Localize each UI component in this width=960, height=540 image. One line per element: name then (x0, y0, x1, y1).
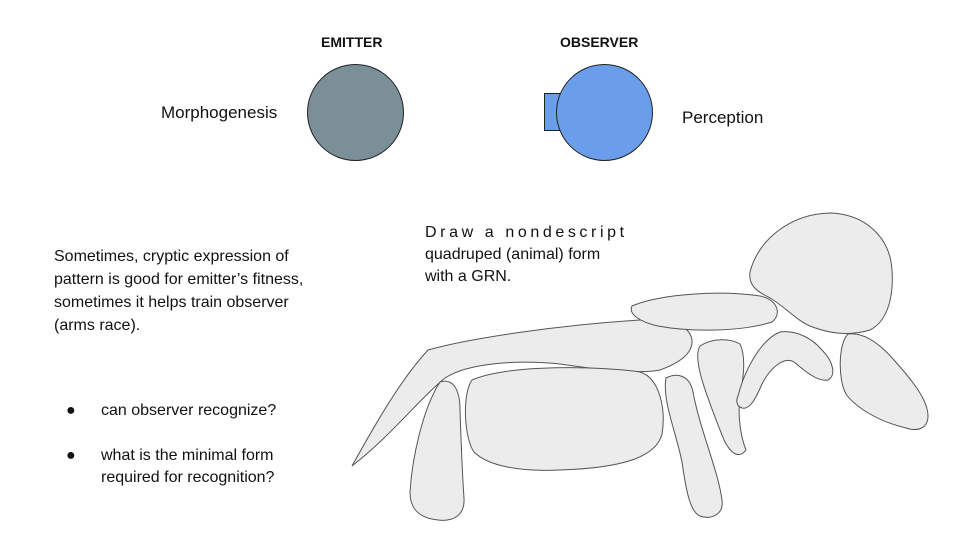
animal-front-leg-shape (664, 374, 723, 518)
animal-torso-shape (464, 367, 664, 471)
animal-upper-limb-shape (697, 339, 747, 456)
animal-rear-leg-shape (409, 380, 465, 521)
note-text: Sometimes, cryptic expression of pattern… (54, 248, 304, 334)
question-item: ● what is the minimal form required for … (66, 445, 336, 489)
bullet-icon: ● (66, 402, 76, 419)
observer-circle (556, 64, 653, 161)
emitter-circle (307, 64, 404, 161)
animal-paw-shape (839, 333, 929, 430)
instruction-text: Draw a nondescript quadruped (animal) fo… (425, 222, 628, 288)
emitter-heading: EMITTER (321, 34, 383, 50)
question-item: ● can observer recognize? (66, 400, 336, 422)
bullet-icon: ● (66, 447, 76, 464)
instruction-line-2: quadruped (animal) form (425, 246, 601, 263)
animal-shoulder-shape (630, 292, 778, 331)
instruction-line-3: with a GRN. (425, 268, 512, 285)
animal-back-shape (351, 319, 693, 467)
question-text: what is the minimal form required for re… (101, 447, 275, 486)
observer-heading: OBSERVER (560, 34, 639, 50)
emitter-label: Morphogenesis (161, 103, 278, 122)
instruction-line-1: Draw a nondescript (425, 224, 628, 241)
animal-head-shape (749, 212, 893, 334)
observer-label: Perception (682, 108, 764, 127)
question-list: ● can observer recognize? ● what is the … (66, 400, 336, 512)
animal-bent-limb-shape (736, 331, 834, 409)
question-text: can observer recognize? (101, 402, 277, 419)
